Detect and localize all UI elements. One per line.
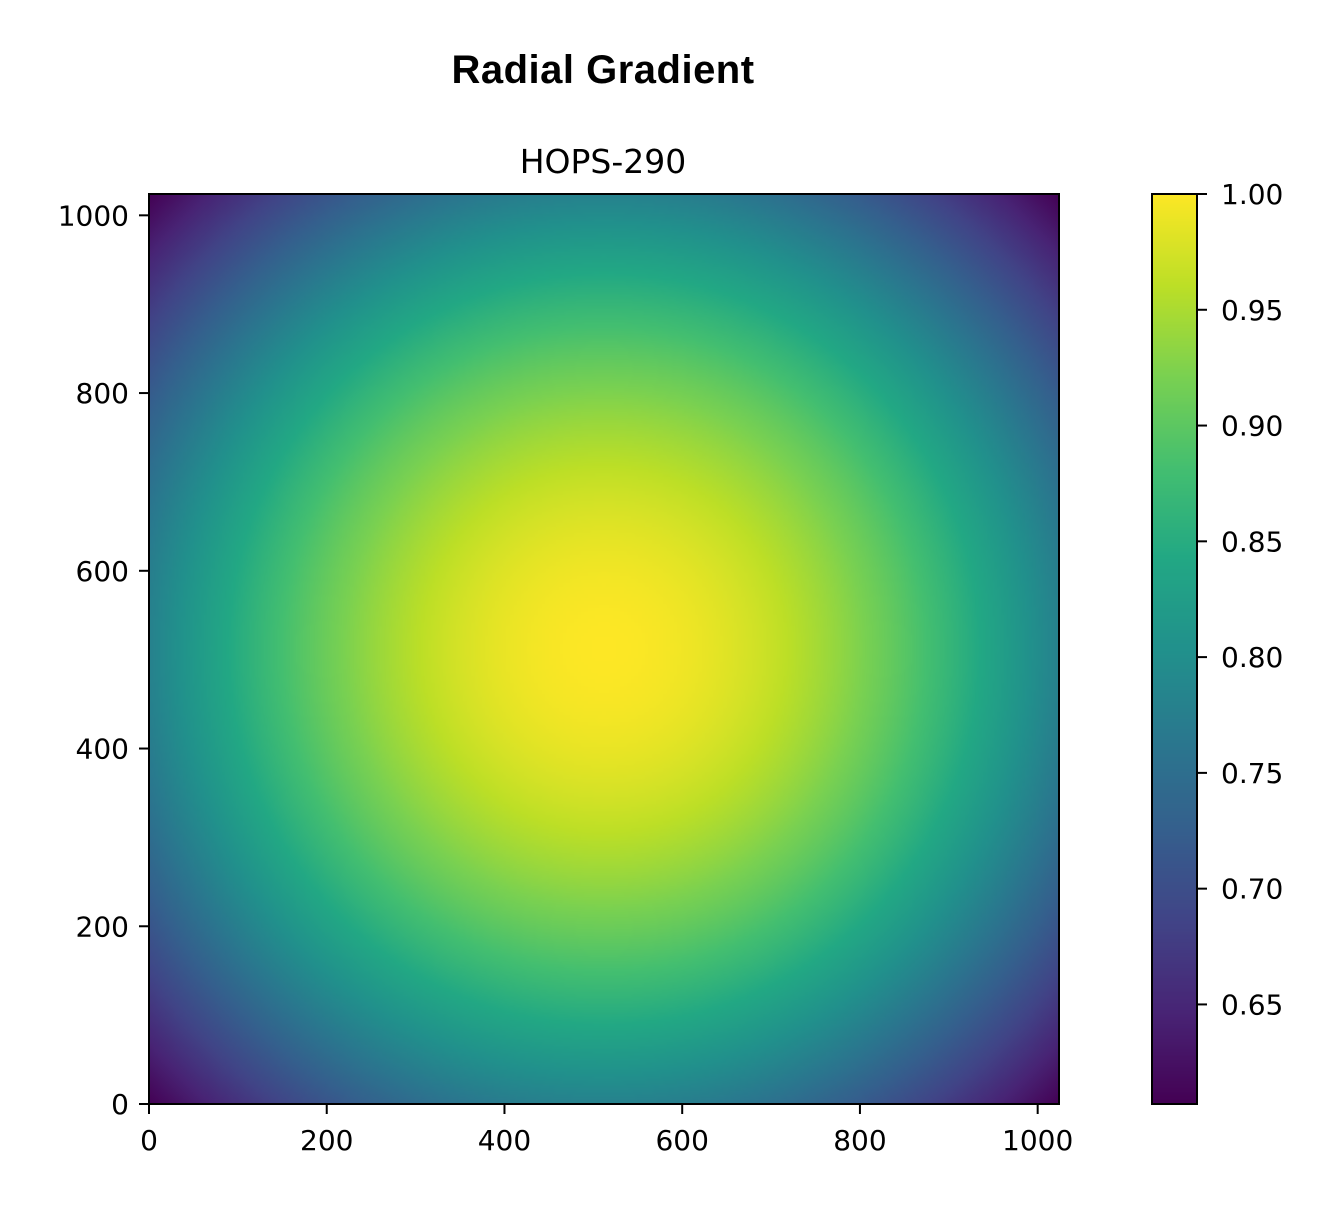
- colorbar: 0.65 0.70 0.75 0.80 0.85 0.90 0.95 1.00: [1151, 178, 1283, 1105]
- x-tick-label: 200: [300, 1124, 353, 1157]
- y-tick-label: 0: [111, 1088, 129, 1121]
- y-axis: 0 200 400 600 800 1000: [58, 199, 149, 1121]
- colorbar-tick-label: 0.95: [1221, 294, 1283, 327]
- colorbar-tick-label: 1.00: [1221, 178, 1283, 211]
- x-tick-label: 800: [833, 1124, 886, 1157]
- colorbar-tick-label: 0.80: [1221, 641, 1283, 674]
- figure-title: Radial Gradient: [451, 48, 755, 92]
- x-tick-label: 0: [140, 1124, 158, 1157]
- colorbar-tick-label: 0.65: [1221, 988, 1283, 1021]
- y-tick-label: 1000: [58, 199, 129, 232]
- colorbar-frame: [1151, 193, 1198, 1105]
- heatmap-image: [148, 193, 1060, 1105]
- colorbar-axis: 0.65 0.70 0.75 0.80 0.85 0.90 0.95 1.00: [1197, 178, 1283, 1021]
- colorbar-tick-label: 0.90: [1221, 410, 1283, 443]
- x-axis: 0 200 400 600 800 1000: [140, 1104, 1073, 1157]
- colorbar-tick-label: 0.70: [1221, 873, 1283, 906]
- axes-title: HOPS-290: [520, 142, 687, 181]
- plot-frame: [148, 193, 1060, 1105]
- heatmap-canvas: [149, 194, 1059, 1104]
- colorbar-canvas: [1152, 194, 1197, 1104]
- x-tick-label: 400: [478, 1124, 531, 1157]
- y-tick-label: 800: [76, 377, 129, 410]
- y-tick-label: 200: [76, 910, 129, 943]
- colorbar-tick-label: 0.85: [1221, 525, 1283, 558]
- colorbar-tick-label: 0.75: [1221, 757, 1283, 790]
- y-tick-label: 600: [76, 555, 129, 588]
- x-tick-label: 600: [655, 1124, 708, 1157]
- x-tick-label: 1000: [1002, 1124, 1073, 1157]
- y-tick-label: 400: [76, 733, 129, 766]
